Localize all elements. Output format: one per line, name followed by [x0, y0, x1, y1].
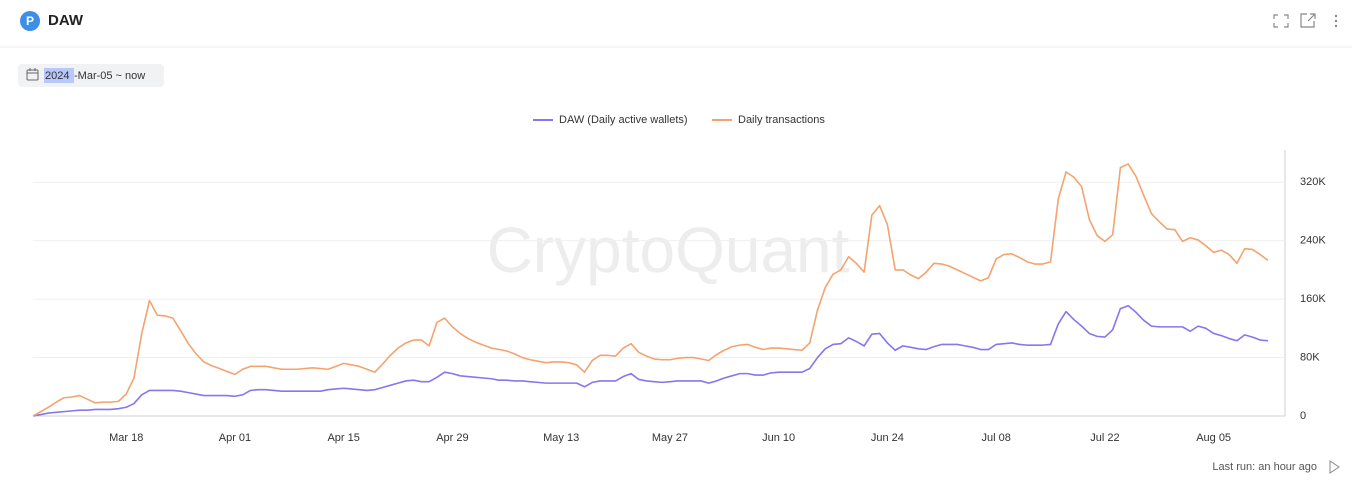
x-tick-label: May 27	[652, 432, 688, 444]
date-range-text: -Mar-05 ~ now	[74, 70, 145, 82]
y-tick-label: 160K	[1300, 293, 1326, 305]
logo-letter: P	[26, 14, 34, 28]
x-tick-label: Mar 18	[109, 432, 143, 444]
y-tick-label: 320K	[1300, 176, 1326, 188]
y-tick-label: 0	[1300, 410, 1306, 422]
open-external-button[interactable]	[1300, 13, 1316, 28]
series-line	[32, 304, 1269, 417]
x-tick-label: Jul 22	[1090, 432, 1119, 444]
y-tick-label: 240K	[1300, 235, 1326, 247]
x-tick-label: May 13	[543, 432, 579, 444]
x-tick-label: Jun 10	[762, 432, 795, 444]
fullscreen-button[interactable]	[1273, 14, 1289, 28]
x-tick-label: Apr 29	[436, 432, 468, 444]
series-line	[32, 163, 1269, 417]
x-tick-label: Jul 08	[981, 432, 1010, 444]
run-button[interactable]	[1329, 460, 1340, 474]
x-tick-label: Apr 15	[327, 432, 359, 444]
x-tick-label: Jun 24	[871, 432, 904, 444]
legend-label: Daily transactions	[738, 114, 825, 126]
last-run: Last run: an hour ago	[1212, 461, 1317, 473]
widget-title: DAW	[48, 12, 84, 29]
date-range-year: 2024	[45, 70, 69, 82]
watermark: CryptoQuant	[487, 214, 850, 286]
x-tick-label: Aug 05	[1196, 432, 1231, 444]
date-range-picker[interactable]: 2024 -Mar-05 ~ now	[18, 64, 164, 87]
y-tick-label: 80K	[1300, 351, 1320, 363]
more-button[interactable]	[1334, 14, 1338, 28]
legend-label: DAW (Daily active wallets)	[559, 114, 688, 126]
x-tick-label: Apr 01	[219, 432, 251, 444]
logo-icon	[20, 11, 40, 31]
